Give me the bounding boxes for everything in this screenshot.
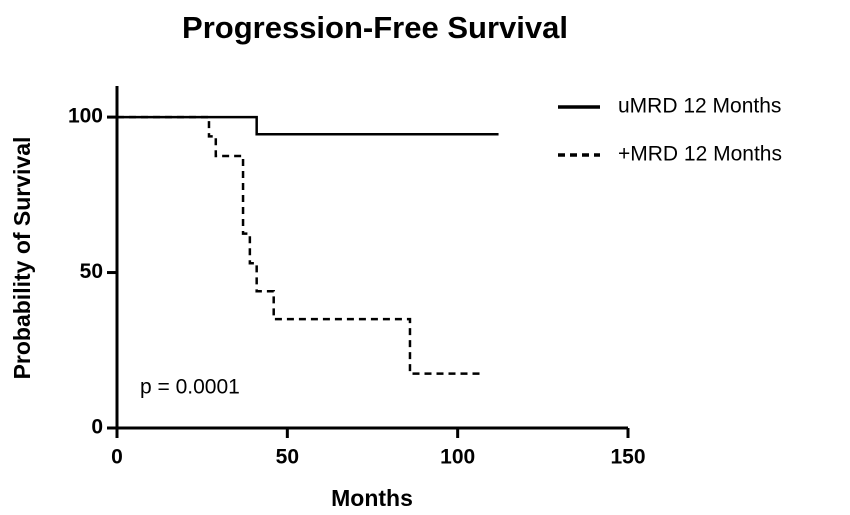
- y-tick-label: 100: [68, 105, 103, 128]
- chart-title: Progression-Free Survival: [182, 10, 568, 45]
- y-tick-label: 50: [80, 260, 103, 283]
- survival-line: [117, 115, 482, 375]
- x-axis-label: Months: [331, 485, 413, 511]
- legend-label: +MRD 12 Months: [618, 143, 782, 166]
- x-tick-label: 100: [440, 446, 475, 469]
- x-tick-label: 150: [610, 446, 645, 469]
- y-tick-label: 0: [91, 416, 103, 439]
- annotation: p = 0.0001: [140, 376, 240, 399]
- y-axis-label: Probability of Survival: [9, 137, 35, 380]
- x-tick-label: 0: [111, 446, 123, 469]
- survival-line: [117, 115, 499, 136]
- legend-label: uMRD 12 Months: [618, 95, 781, 118]
- x-tick-label: 50: [276, 446, 299, 469]
